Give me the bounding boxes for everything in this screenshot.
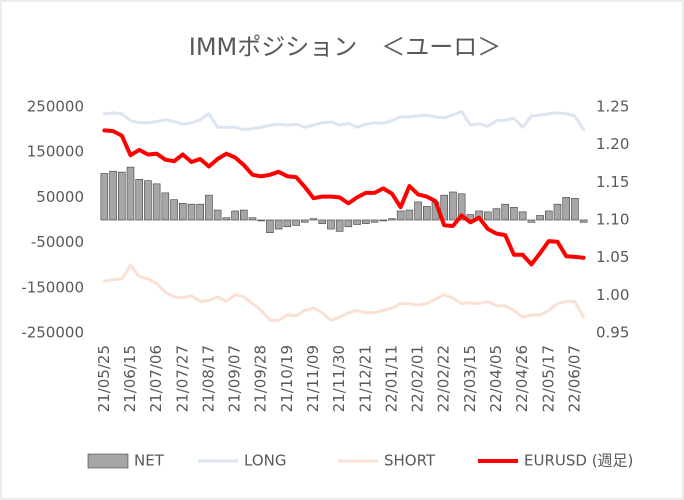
bar — [205, 194, 213, 221]
chart-title: IMMポジション ＜ユーロ＞ — [189, 33, 502, 61]
bar — [457, 193, 466, 221]
y-tick-label: -250000 — [21, 324, 84, 342]
bar — [257, 219, 266, 222]
y-tick-label: 50000 — [36, 188, 84, 206]
bar — [414, 201, 422, 221]
x-tick-label: 22/04/26 — [513, 345, 531, 412]
y-tick-label: -150000 — [21, 278, 84, 296]
bar — [161, 192, 170, 221]
x-tick-label: 22/05/17 — [539, 345, 557, 412]
bar — [100, 173, 109, 221]
bar — [135, 179, 144, 221]
bar — [248, 217, 257, 221]
bar — [179, 202, 187, 221]
x-tick-label: 22/02/01 — [409, 345, 427, 412]
legend-label: NET — [134, 452, 165, 470]
bar — [510, 207, 518, 221]
bar — [283, 219, 292, 228]
x-tick-label: 21/09/07 — [226, 345, 244, 412]
y2-tick-label: 1.20 — [596, 135, 629, 153]
x-tick-label: 21/08/17 — [199, 345, 217, 412]
bar — [483, 211, 492, 221]
legend-label: EURUSD (週足) — [524, 452, 633, 470]
bar — [213, 209, 222, 221]
x-tick-label: 22/01/11 — [382, 345, 400, 412]
x-tick-label: 21/09/28 — [252, 345, 270, 412]
legend-label: SHORT — [384, 452, 436, 470]
bar — [405, 209, 414, 221]
line-series — [102, 128, 586, 267]
x-tick-label: 21/11/30 — [330, 345, 348, 412]
x-tick-label: 21/05/25 — [95, 345, 113, 412]
bar — [152, 183, 161, 221]
bar — [396, 210, 405, 221]
bar — [449, 191, 457, 221]
line-series — [102, 263, 586, 322]
bar — [501, 203, 510, 221]
bar — [170, 199, 178, 221]
bar — [274, 219, 283, 230]
x-tick-label: 22/06/07 — [565, 345, 583, 412]
bar — [318, 219, 327, 224]
y2-tick-label: 1.15 — [596, 173, 629, 191]
x-tick-label: 21/10/19 — [278, 345, 296, 412]
bar — [344, 219, 353, 228]
x-tick-label: 22/03/15 — [461, 345, 479, 412]
bar — [240, 209, 248, 221]
bar — [196, 203, 205, 221]
bar — [327, 219, 335, 230]
legend-swatch — [87, 453, 129, 469]
y-tick-label: 250000 — [27, 98, 84, 116]
bar — [266, 219, 274, 233]
x-tick-label: 21/11/09 — [304, 345, 322, 412]
bar — [562, 197, 571, 221]
x-tick-label: 21/12/21 — [356, 345, 374, 412]
bar — [388, 218, 396, 221]
x-tick-label: 21/07/27 — [173, 345, 191, 412]
bar — [335, 219, 344, 232]
x-tick-label: 22/04/05 — [487, 345, 505, 412]
bar — [536, 215, 544, 221]
bar — [353, 219, 361, 225]
bar — [300, 219, 309, 223]
bar — [187, 203, 196, 221]
bar — [144, 180, 152, 221]
bar — [553, 203, 562, 221]
line-series — [102, 110, 586, 132]
x-tick-label: 22/02/22 — [435, 345, 453, 412]
bar — [109, 170, 117, 221]
bar — [292, 219, 300, 226]
bar — [527, 219, 536, 223]
y2-tick-label: 0.95 — [596, 324, 629, 342]
y2-tick-label: 1.00 — [596, 286, 629, 304]
bar — [231, 210, 239, 221]
bar — [370, 219, 379, 223]
bar — [379, 219, 388, 222]
x-tick-label: 21/07/06 — [147, 345, 165, 412]
y-tick-label: 150000 — [27, 143, 84, 161]
bar — [422, 206, 431, 221]
bar — [361, 219, 370, 224]
bar — [222, 217, 231, 221]
y2-tick-label: 1.05 — [596, 248, 629, 266]
y2-tick-label: 1.25 — [596, 98, 629, 116]
bar — [118, 171, 126, 221]
y-tick-label: -50000 — [31, 233, 84, 251]
bar — [309, 218, 318, 221]
bar — [518, 211, 527, 221]
bar — [579, 219, 588, 223]
bar — [544, 210, 553, 221]
legend-label: LONG — [244, 452, 286, 470]
bar — [492, 208, 501, 221]
bar — [126, 166, 135, 221]
y2-tick-label: 1.10 — [596, 211, 629, 229]
x-tick-label: 21/06/15 — [121, 345, 139, 412]
bar — [571, 198, 579, 221]
